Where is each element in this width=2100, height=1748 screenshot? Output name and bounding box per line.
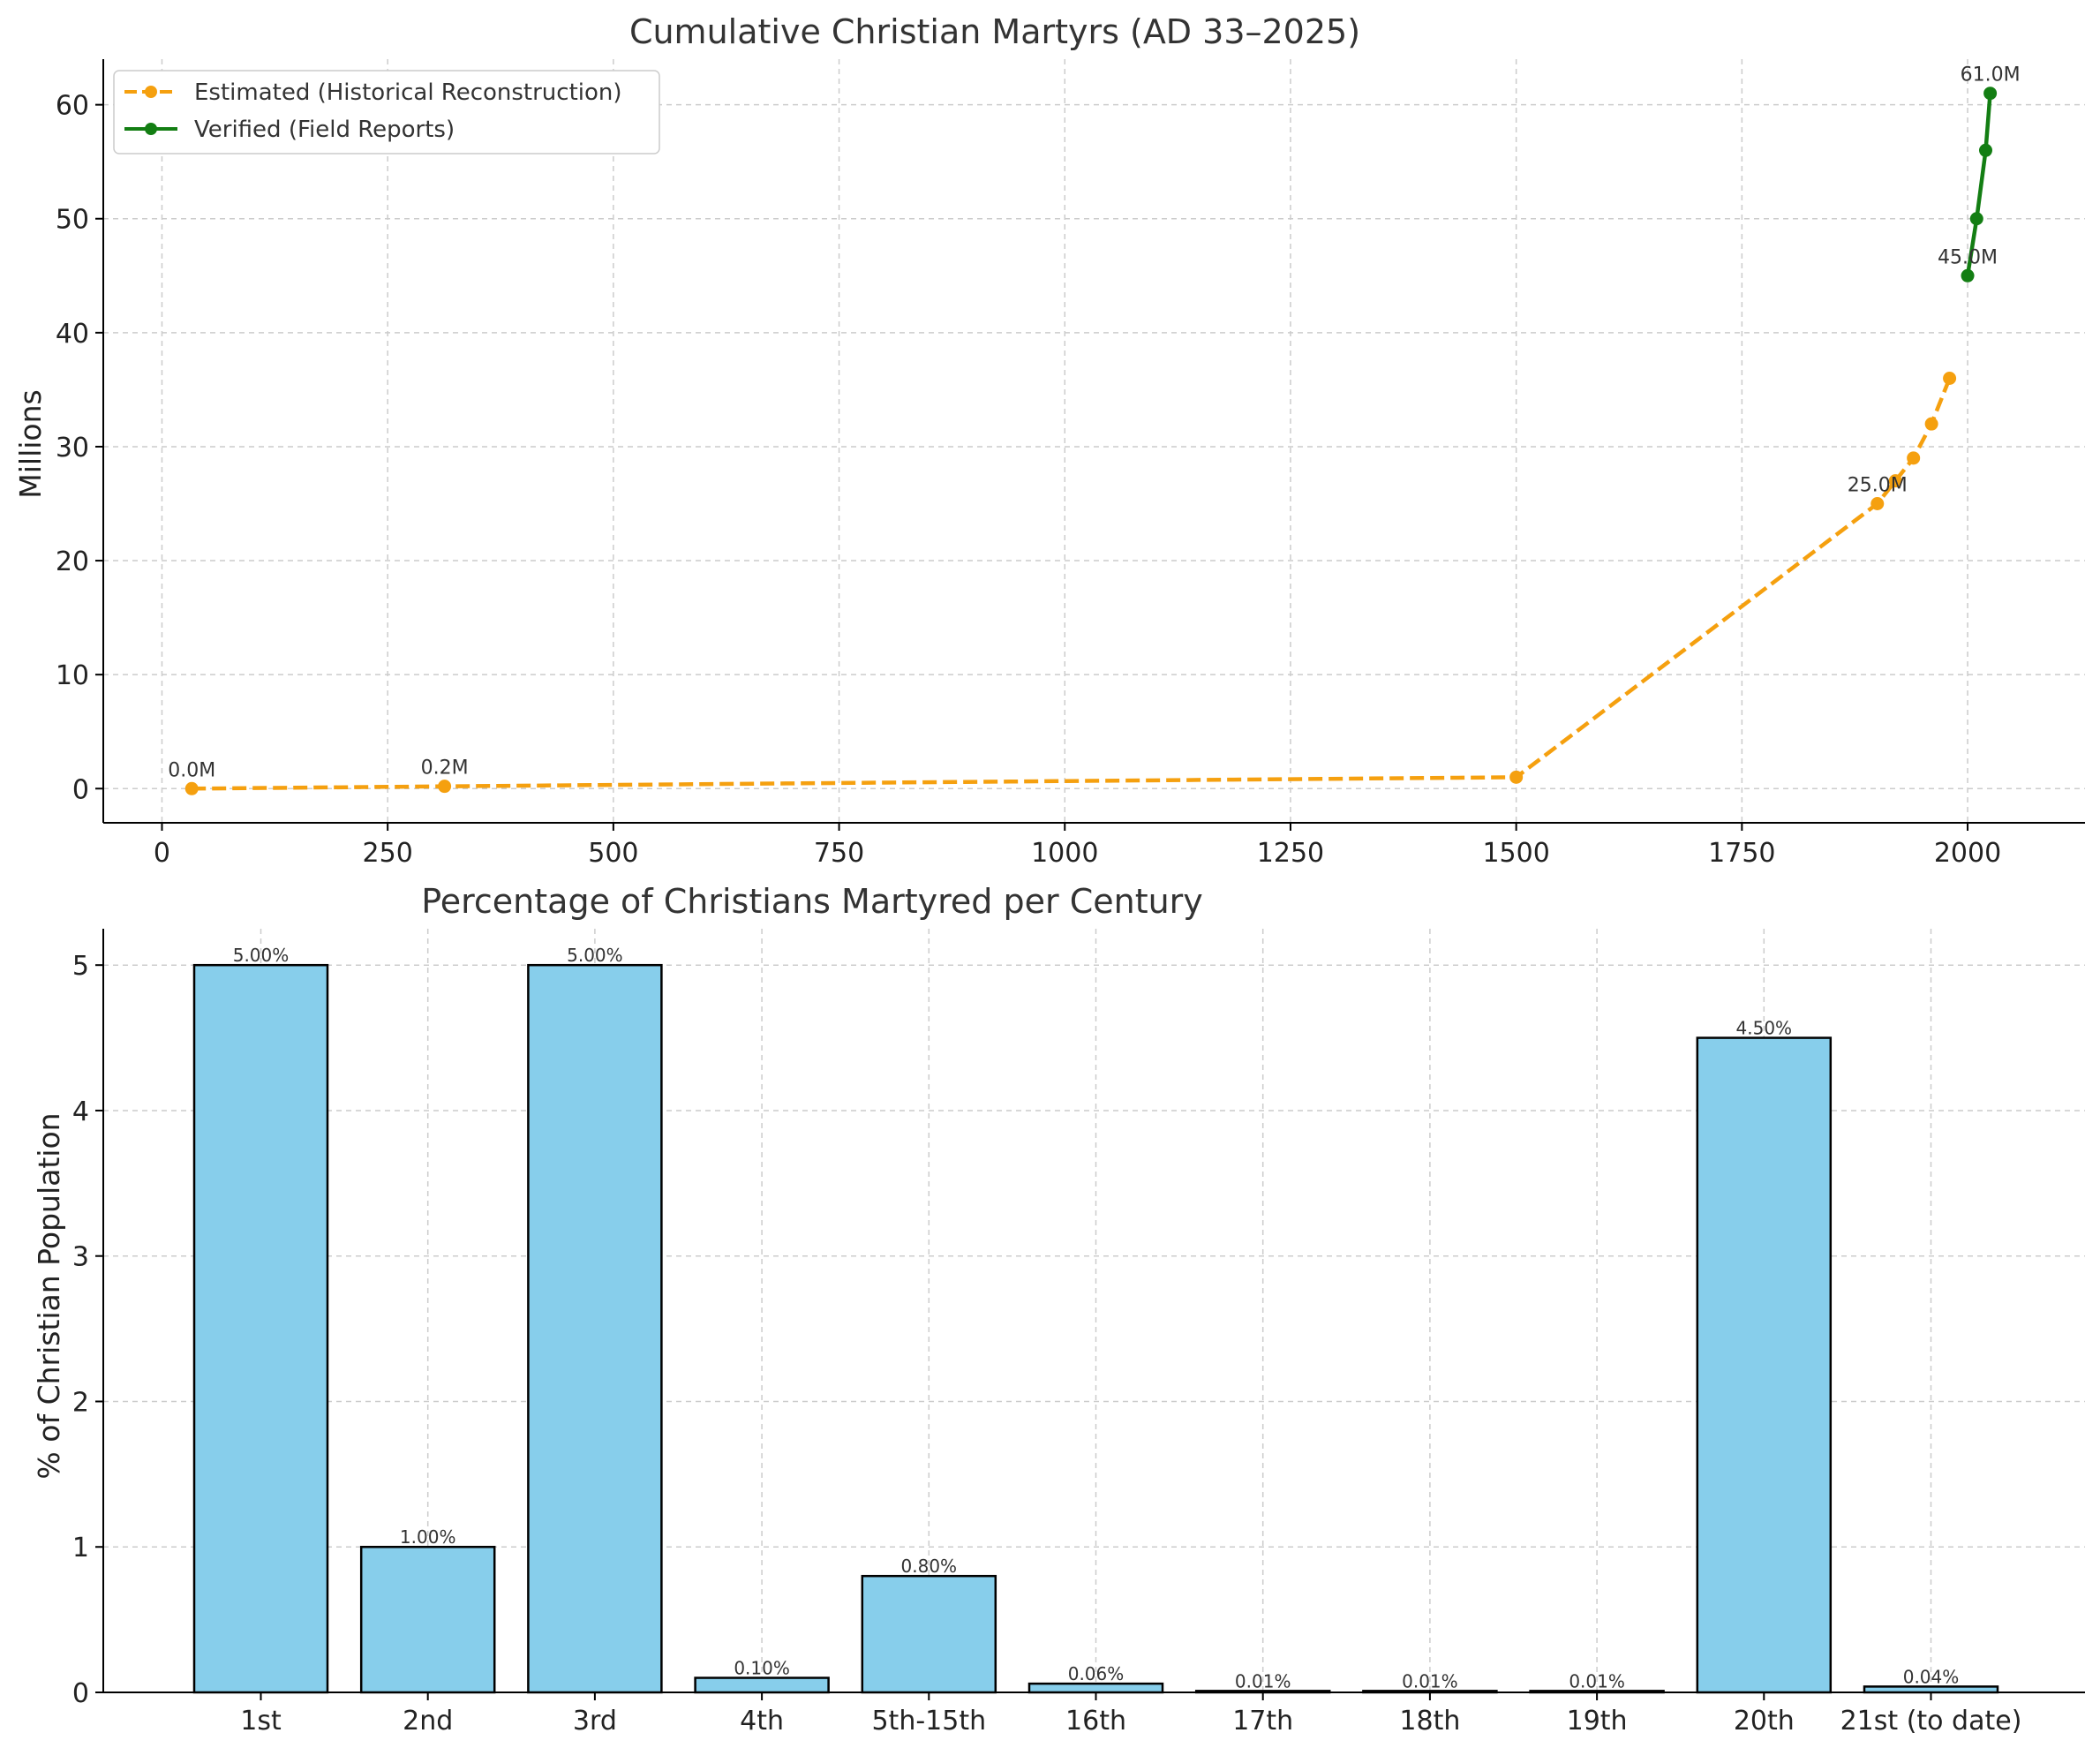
data-point <box>1509 770 1524 784</box>
bar-1st <box>192 963 329 1694</box>
legend-estimated-label: Estimated (Historical Reconstruction) <box>194 79 622 106</box>
bar-value-label: 0.01% <box>1235 1670 1291 1691</box>
chart1-gridlines <box>103 59 2085 823</box>
point-annotation: 25.0M <box>1848 475 1908 497</box>
x-tick-label: 750 <box>814 838 864 869</box>
x-tick-label: 16th <box>1065 1706 1126 1737</box>
data-point <box>1961 268 1975 283</box>
bar-20th <box>1696 1036 1833 1694</box>
y-tick-label: 30 <box>56 433 89 463</box>
x-tick-label: 500 <box>588 838 638 869</box>
bar-16th <box>1027 1682 1164 1694</box>
chart1-title: Cumulative Christian Martyrs (AD 33–2025… <box>629 12 1360 51</box>
y-tick-label: 20 <box>56 546 89 577</box>
legend-verified-label: Verified (Field Reports) <box>194 117 455 143</box>
chart2-axes: 0 1 2 3 4 5 1st 2nd 3rd 4th 5th-15th 16th 17th 18th 19… <box>72 929 2085 1737</box>
data-point <box>1983 87 1998 101</box>
point-annotation: 0.2M <box>421 757 469 780</box>
data-point <box>1924 417 1938 431</box>
x-tick-label: 1750 <box>1708 838 1775 869</box>
x-tick-label: 19th <box>1567 1706 1628 1737</box>
x-tick-label: 250 <box>363 838 413 869</box>
chart2-value-labels: 5.00% 1.00% 5.00% 0.10% 0.80% 0.06% 0.01% 0.01%… <box>233 945 1960 1691</box>
legend-estimated-marker <box>145 86 157 98</box>
y-tick-label: 60 <box>56 91 89 122</box>
x-tick-label: 1000 <box>1031 838 1098 869</box>
x-tick-label: 20th <box>1734 1706 1795 1737</box>
percentage-martyred-chart: Percentage of Christians Martyred per Ce… <box>32 882 2085 1737</box>
chart1-y-axis-label: Millions <box>13 389 48 498</box>
point-annotation: 45.0M <box>1938 246 1998 268</box>
bar-value-label: 0.06% <box>1068 1663 1125 1684</box>
chart1-axes: 0 250 500 750 1000 1250 1500 1750 2000 0 10 20 30 40 5… <box>56 59 2085 869</box>
y-tick-label: 40 <box>56 319 89 350</box>
bar-value-label: 0.04% <box>1903 1666 1960 1687</box>
bar-4th <box>694 1676 830 1694</box>
bar-value-label: 0.01% <box>1402 1670 1458 1691</box>
chart1-legend: Estimated (Historical Reconstruction) Ve… <box>113 70 660 154</box>
x-tick-label: 1500 <box>1482 838 1549 869</box>
chart1-annotations: 0.0M 0.2M 25.0M 45.0M 61.0M <box>168 64 2020 782</box>
x-tick-label: 2000 <box>1934 838 2001 869</box>
y-tick-label: 50 <box>56 205 89 236</box>
chart2-bars <box>192 963 1999 1694</box>
chart2-y-axis-label: % of Christian Population <box>32 1112 66 1479</box>
y-tick-label: 3 <box>72 1242 89 1273</box>
x-tick-label: 2nd <box>403 1706 453 1737</box>
bar-value-label: 0.80% <box>901 1556 958 1577</box>
data-point <box>1907 451 1921 465</box>
data-point <box>1888 474 1902 488</box>
y-tick-label: 4 <box>72 1096 89 1127</box>
x-tick-label: 3rd <box>573 1706 617 1737</box>
y-tick-label: 0 <box>72 774 89 805</box>
bar-value-label: 1.00% <box>400 1526 456 1548</box>
cumulative-martyrs-chart: Cumulative Christian Martyrs (AD 33–2025… <box>13 12 2085 869</box>
legend-verified-marker <box>145 123 157 135</box>
bar-value-label: 4.50% <box>1736 1018 1793 1039</box>
legend-box <box>113 70 660 154</box>
bar-3rd <box>527 963 663 1694</box>
chart2-title: Percentage of Christians Martyred per Ce… <box>421 882 1203 921</box>
y-tick-label: 5 <box>72 951 89 982</box>
y-tick-label: 0 <box>72 1678 89 1709</box>
data-point <box>1978 143 1992 157</box>
bar-2nd <box>359 1545 496 1694</box>
data-point <box>184 781 199 795</box>
bar-value-label: 0.10% <box>734 1658 790 1679</box>
x-tick-label: 17th <box>1232 1706 1293 1737</box>
data-point <box>438 780 452 794</box>
x-tick-label: 4th <box>740 1706 784 1737</box>
x-tick-label: 21st (to date) <box>1840 1706 2022 1737</box>
data-point <box>1969 212 1983 226</box>
y-tick-label: 2 <box>72 1387 89 1418</box>
x-tick-label: 0 <box>154 838 170 869</box>
data-point <box>1870 497 1885 511</box>
point-annotation: 0.0M <box>168 759 215 781</box>
chart1-series <box>184 87 1998 795</box>
y-tick-label: 10 <box>56 660 89 691</box>
point-annotation: 61.0M <box>1961 64 2021 87</box>
x-tick-label: 1250 <box>1257 838 1324 869</box>
x-tick-label: 18th <box>1399 1706 1460 1737</box>
bar-value-label: 0.01% <box>1569 1670 1625 1691</box>
bar-value-label: 5.00% <box>567 945 623 966</box>
series-line-estimated <box>192 377 1952 791</box>
bar-value-label: 5.00% <box>233 945 290 966</box>
y-tick-label: 1 <box>72 1533 89 1563</box>
bar-5th-15th <box>861 1574 997 1694</box>
data-point <box>1943 371 1957 385</box>
x-tick-label: 1st <box>240 1706 282 1737</box>
series-line-verified <box>1965 93 1992 276</box>
x-tick-label: 5th-15th <box>871 1706 986 1737</box>
